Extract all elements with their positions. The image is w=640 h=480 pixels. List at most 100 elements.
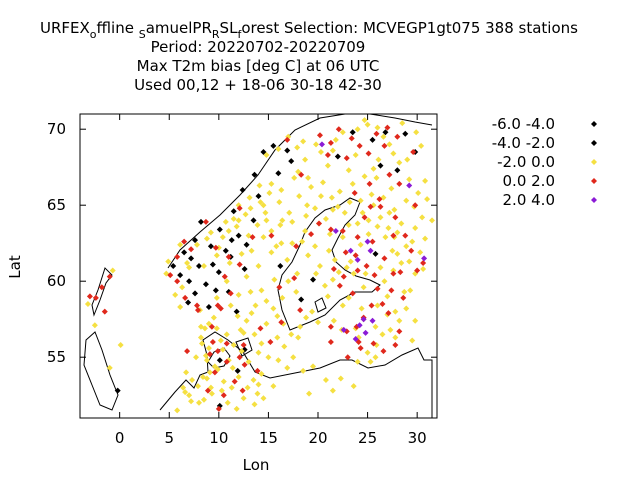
data-point-series-3: [346, 199, 353, 206]
data-point-series-3: [254, 390, 261, 397]
data-point-series-3: [303, 314, 310, 321]
data-point-series-4: [92, 294, 99, 301]
data-point-series-3: [172, 291, 179, 298]
data-point-series-4: [402, 232, 409, 239]
data-point-series-2: [212, 287, 219, 294]
data-point-series-3: [309, 308, 316, 315]
data-point-series-4: [363, 263, 370, 269]
data-point-series-3: [294, 270, 301, 277]
data-point-series-3: [230, 215, 237, 222]
data-point-series-3: [222, 218, 229, 225]
data-point-series-4: [357, 345, 364, 352]
data-point-series-3: [279, 217, 286, 224]
data-point-series-3: [328, 194, 335, 201]
data-point-series-3: [203, 357, 210, 364]
data-point-series-3: [316, 263, 323, 269]
data-point-series-2: [222, 247, 229, 254]
data-point-series-3: [375, 156, 382, 163]
data-point-series-2: [228, 237, 235, 244]
data-point-series-3: [326, 231, 333, 238]
data-point-series-3: [188, 398, 195, 405]
data-point-series-3: [377, 264, 384, 271]
legend: -6.0 -4.0-4.0 -2.0-2.0 0.00.0 2.02.0 4.0: [492, 115, 597, 209]
data-point-series-5: [367, 247, 374, 254]
data-point-series-3: [372, 354, 379, 361]
data-point-series-3: [197, 334, 204, 341]
data-point-series-4: [414, 267, 421, 274]
data-point-series-4: [390, 232, 397, 239]
data-point-series-4: [380, 348, 387, 355]
data-point-series-3: [300, 367, 307, 374]
data-point-series-3: [303, 212, 310, 219]
data-point-series-3: [394, 229, 401, 236]
data-point-series-3: [276, 199, 283, 206]
data-point-series-3: [208, 390, 215, 397]
data-point-series-4: [400, 294, 407, 301]
data-point-series-3: [218, 387, 225, 394]
data-point-series-3: [305, 174, 312, 181]
data-point-series-3: [417, 249, 424, 256]
data-point-series-3: [207, 229, 214, 236]
data-point-series-4: [204, 387, 211, 394]
data-point-series-4: [276, 284, 283, 291]
data-point-series-3: [256, 182, 263, 189]
data-point-series-3: [308, 183, 315, 190]
data-point-series-3: [227, 302, 234, 309]
data-point-series-3: [242, 211, 249, 218]
x-axis: 0 5 10 15 20 25 30: [115, 114, 427, 447]
data-point-series-3: [362, 270, 369, 277]
data-point-series-3: [266, 190, 273, 197]
data-point-series-4: [209, 339, 216, 345]
data-point-series-1: [284, 147, 291, 154]
data-point-series-3: [360, 284, 367, 291]
data-point-series-3: [361, 173, 368, 180]
data-point-series-3: [258, 287, 265, 294]
data-point-series-3: [265, 354, 272, 361]
data-point-series-2: [114, 387, 121, 394]
data-point-series-3: [306, 390, 313, 397]
plot-area-frame: [79, 113, 438, 419]
data-point-series-2: [186, 278, 193, 285]
data-point-series-3: [179, 284, 186, 291]
data-point-series-3: [251, 401, 258, 408]
data-point-series-3: [372, 323, 379, 330]
data-point-series-3: [347, 258, 354, 265]
data-point-series-3: [352, 152, 359, 159]
data-point-series-2: [277, 263, 284, 269]
data-point-series-3: [374, 124, 381, 131]
data-point-series-3: [263, 320, 270, 327]
data-point-series-3: [385, 225, 392, 231]
data-point-series-3: [184, 259, 191, 266]
data-point-series-5: [356, 322, 363, 329]
legend-label: -4.0 -2.0: [492, 134, 555, 152]
data-point-series-3: [368, 191, 375, 198]
data-point-series-3: [223, 331, 230, 338]
data-point-series-3: [250, 377, 257, 383]
data-point-series-3: [381, 278, 388, 285]
data-point-series-3: [357, 241, 364, 248]
data-point-series-3: [358, 305, 365, 312]
data-point-series-3: [225, 228, 232, 235]
data-point-series-3: [247, 205, 254, 212]
data-point-series-3: [260, 234, 267, 241]
data-point-series-4: [291, 275, 298, 282]
data-point-series-3: [268, 180, 275, 187]
data-point-series-3: [324, 293, 331, 300]
data-point-series-2: [255, 193, 262, 200]
data-point-series-3: [388, 185, 395, 192]
data-point-series-3: [219, 234, 226, 241]
data-point-series-4: [278, 319, 285, 326]
data-point-series-4: [385, 310, 392, 317]
data-point-series-3: [244, 384, 251, 391]
data-point-series-4: [327, 323, 334, 330]
data-point-series-3: [289, 218, 296, 225]
data-point-series-2: [185, 299, 192, 306]
data-point-series-3: [329, 147, 336, 154]
data-point-series-4: [214, 302, 221, 309]
data-point-series-3: [364, 349, 371, 356]
data-point-series-4: [327, 339, 334, 345]
data-point-series-3: [406, 176, 413, 183]
data-point-series-4: [412, 202, 419, 209]
data-point-series-3: [117, 342, 124, 349]
data-point-series-3: [206, 369, 213, 376]
